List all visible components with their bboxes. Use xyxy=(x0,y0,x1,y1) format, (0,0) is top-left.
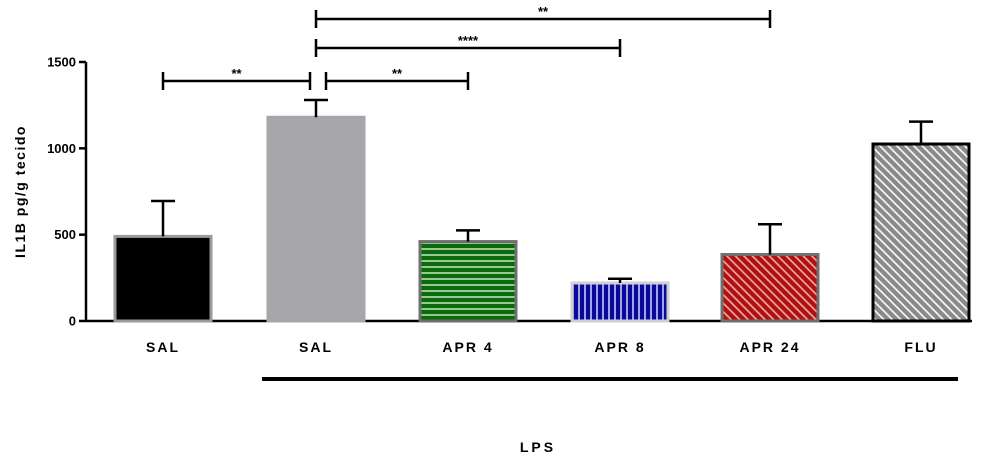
bar-2 xyxy=(266,115,366,323)
significance-label: ** xyxy=(538,4,549,19)
significance-bracket: ** xyxy=(324,66,470,90)
significance-bracket: ** xyxy=(314,4,772,28)
y-tick-label: 0 xyxy=(69,314,76,329)
y-tick-label: 1500 xyxy=(47,55,76,70)
bar-5 xyxy=(720,253,820,323)
x-tick-label: APR 4 xyxy=(442,339,493,355)
bar-6 xyxy=(871,142,971,323)
x-tick-label: APR 8 xyxy=(594,339,645,355)
group-label: LPS xyxy=(520,439,556,455)
significance-label: ** xyxy=(231,66,242,81)
bar-1 xyxy=(113,234,213,323)
x-tick-label: APR 24 xyxy=(739,339,800,355)
y-axis-label: IL1B pg/g tecido xyxy=(12,125,28,258)
bar-4 xyxy=(570,281,670,323)
significance-bracket: ** xyxy=(161,66,312,90)
bar-3 xyxy=(418,240,518,323)
y-tick-label: 1000 xyxy=(47,141,76,156)
x-tick-label: SAL xyxy=(299,339,333,355)
x-tick-label: SAL xyxy=(146,339,180,355)
significance-bracket: **** xyxy=(314,33,622,57)
x-tick-label: FLU xyxy=(904,339,937,355)
significance-label: ** xyxy=(392,66,403,81)
significance-label: **** xyxy=(458,33,479,48)
y-tick-label: 500 xyxy=(54,227,76,242)
